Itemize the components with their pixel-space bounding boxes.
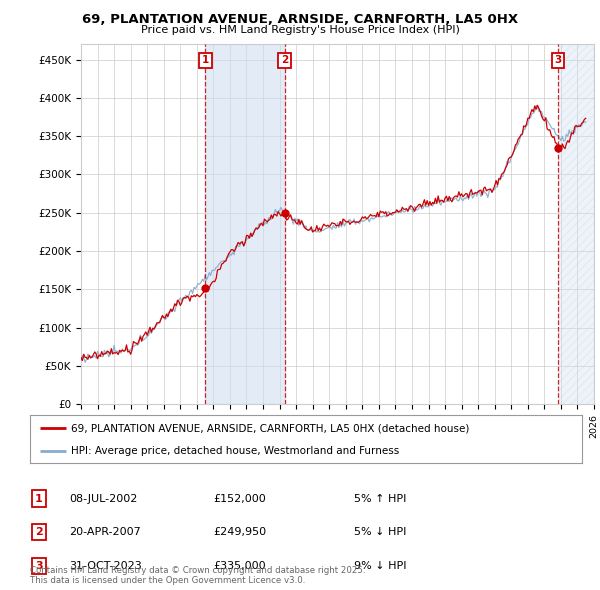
Text: £152,000: £152,000 [213,494,266,503]
Text: 5% ↑ HPI: 5% ↑ HPI [354,494,406,503]
Text: 69, PLANTATION AVENUE, ARNSIDE, CARNFORTH, LA5 0HX: 69, PLANTATION AVENUE, ARNSIDE, CARNFORT… [82,13,518,26]
Text: 2: 2 [281,55,289,65]
Text: £249,950: £249,950 [213,527,266,537]
Text: 1: 1 [35,494,43,503]
Text: 31-OCT-2023: 31-OCT-2023 [69,561,142,571]
Text: 1: 1 [202,55,209,65]
Text: £335,000: £335,000 [213,561,266,571]
Bar [558,44,594,404]
Text: 69, PLANTATION AVENUE, ARNSIDE, CARNFORTH, LA5 0HX (detached house): 69, PLANTATION AVENUE, ARNSIDE, CARNFORT… [71,423,470,433]
Text: 9% ↓ HPI: 9% ↓ HPI [354,561,407,571]
Text: 5% ↓ HPI: 5% ↓ HPI [354,527,406,537]
Text: 2: 2 [35,527,43,537]
Text: 08-JUL-2002: 08-JUL-2002 [69,494,137,503]
Text: 3: 3 [554,55,562,65]
Text: HPI: Average price, detached house, Westmorland and Furness: HPI: Average price, detached house, West… [71,446,400,456]
Text: Contains HM Land Registry data © Crown copyright and database right 2025.
This d: Contains HM Land Registry data © Crown c… [30,566,365,585]
Text: 3: 3 [35,561,43,571]
Text: Price paid vs. HM Land Registry's House Price Index (HPI): Price paid vs. HM Land Registry's House … [140,25,460,35]
Bar [205,44,285,404]
Text: 20-APR-2007: 20-APR-2007 [69,527,141,537]
